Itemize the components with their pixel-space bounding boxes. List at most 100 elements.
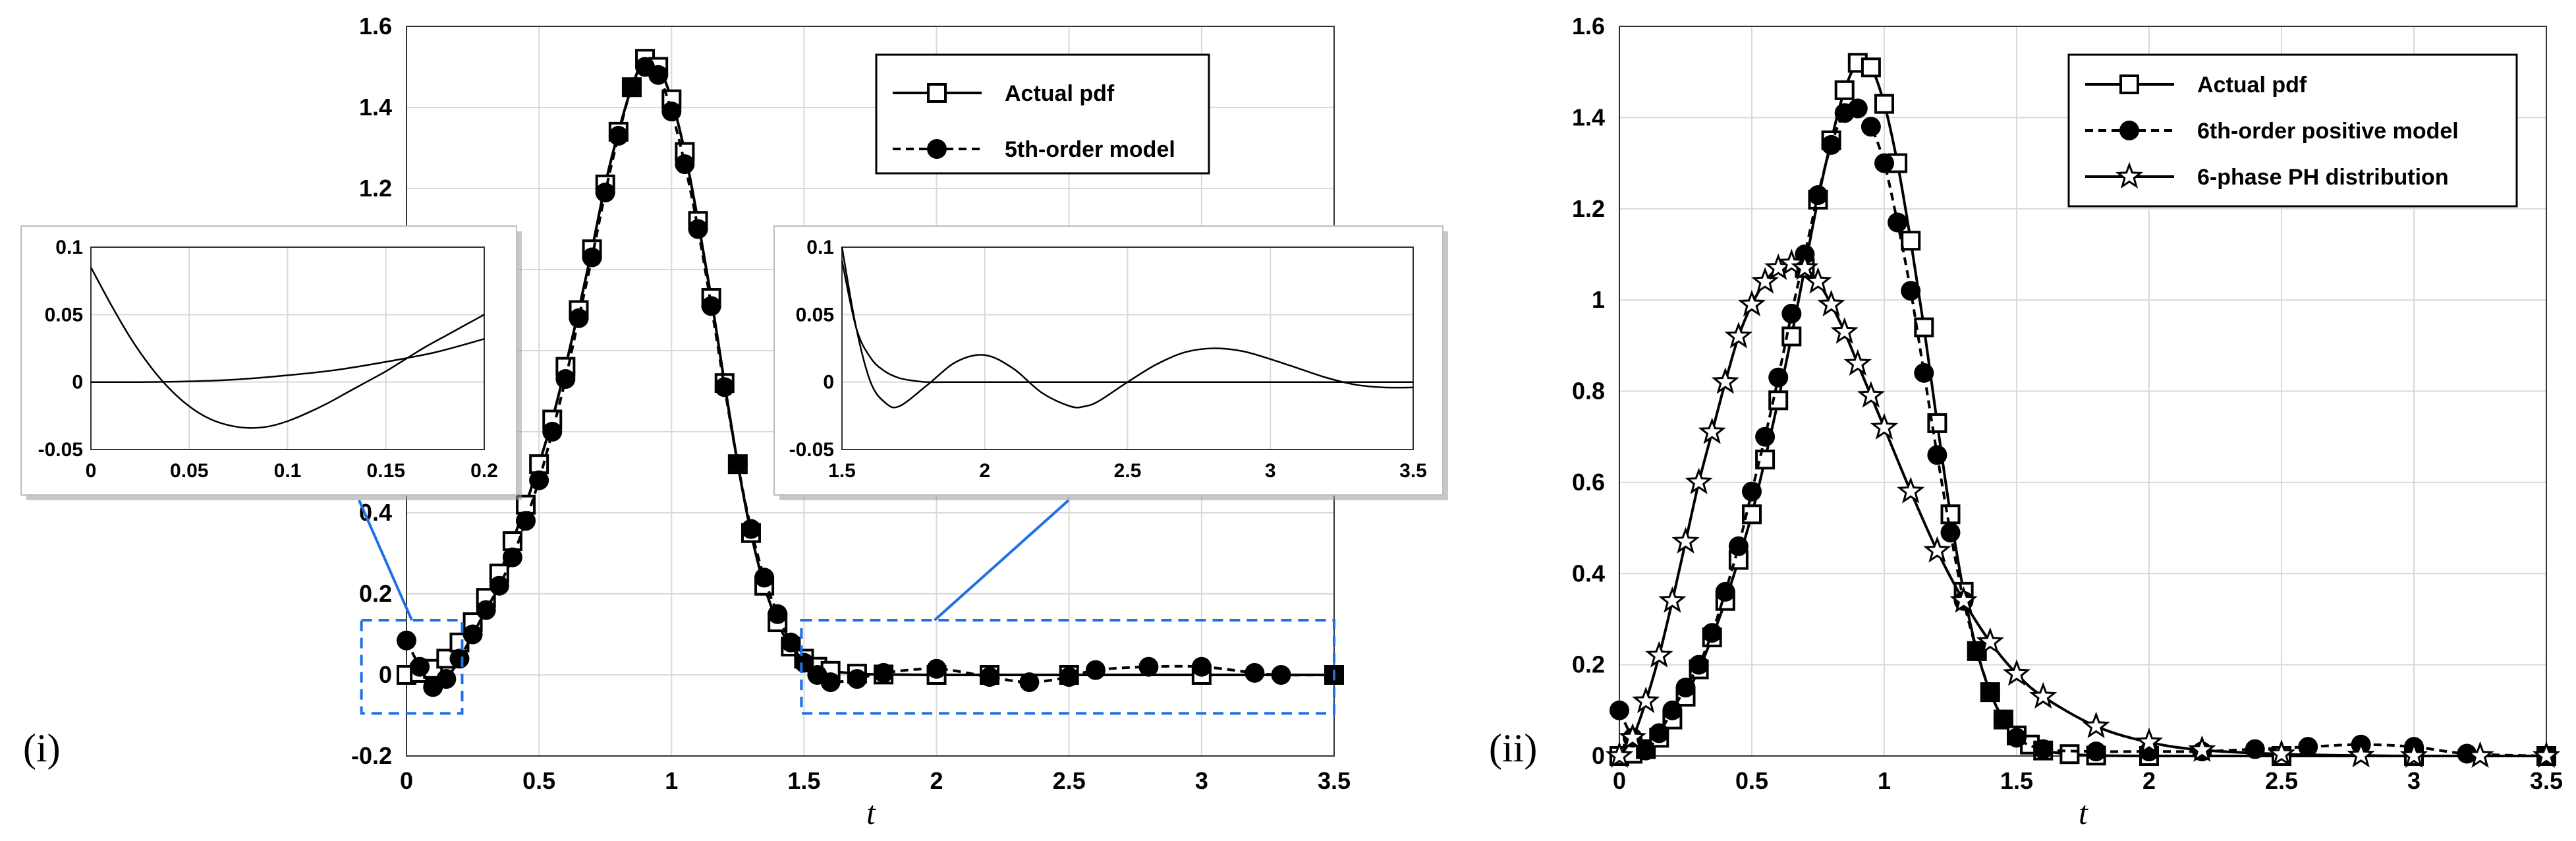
data-point-star [2532,741,2561,768]
data-point-star [2399,741,2428,768]
y-tick-label: 0 [1592,742,1605,769]
data-point-square [1901,231,1921,251]
y-tick-label: -0.2 [351,742,392,769]
x-tick-label: 0 [400,767,413,794]
data-point-circle [1755,426,1776,447]
data-point-circle [595,183,615,203]
data-point-circle [926,658,947,679]
data-point-circle [847,669,867,689]
data-point-circle [1702,623,1722,643]
data-point-circle [648,65,669,85]
y-tick-label: -0.05 [789,439,834,461]
data-point-circle [582,247,602,268]
plot-frame [90,246,485,450]
data-point-star [1897,477,1925,504]
data-point-circle [1940,522,1961,542]
data-point-star [1857,381,1886,408]
data-point-circle [555,369,576,390]
inset-frame [773,225,1443,496]
data-point-circle [661,102,682,122]
series-line [841,260,1413,384]
x-tick-label: 2 [979,460,990,482]
chart-panel-i: 00.511.522.533.5-0.200.20.40.60.811.21.4… [20,13,1448,831]
data-point-star [1658,586,1687,613]
x-tick-label: 2.5 [1114,460,1142,482]
data-point-star [2267,739,2296,767]
y-tick-label: 1.4 [359,94,392,121]
data-point-circle [781,632,801,652]
data-point-square [529,454,549,475]
x-tick-label: 3.5 [1399,460,1427,482]
data-point-circle [1245,662,1265,683]
x-axis-label: t [866,794,876,831]
data-point-circle [1138,656,1159,677]
inset-connector [934,499,1070,622]
inset-connector [358,500,413,621]
zoom-box-left [360,618,464,715]
data-point-circle [1019,672,1040,693]
x-tick-label: 0 [1613,767,1626,794]
data-point-circle [1728,536,1749,556]
data-point-star [2082,711,2110,739]
data-point-circle [1768,367,1789,388]
data-point-star [1804,267,1832,294]
data-point-circle [2245,739,2265,759]
data-point-circle [794,652,814,673]
data-point-circle [569,308,589,328]
data-point-square [1940,504,1961,525]
data-point-circle [741,519,761,539]
data-point-circle [1662,700,1683,720]
data-point-circle [1847,98,1868,119]
data-point-circle [1821,134,1841,155]
y-tick-label: 0.05 [796,304,834,326]
x-axis-label: t [2079,794,2088,831]
data-point-star [1698,417,1726,444]
plot-frame [841,246,1414,450]
inset-frame [20,225,517,496]
legend-label: 6th-order positive model [2197,119,2459,144]
data-point-circle [1636,740,1656,761]
data-point-star [2029,682,2058,709]
data-point-star [1843,349,1872,376]
data-point-star [1870,413,1899,440]
data-point-circle [701,296,721,316]
data-point-circle [462,624,483,645]
data-point-star [1750,267,1779,294]
x-tick-label: 2 [2142,767,2156,794]
data-point-star [1778,248,1806,276]
data-point-star [1605,741,1634,768]
data-point-circle [1742,481,1762,502]
x-tick-label: 0.15 [367,460,405,482]
data-point-circle [675,154,695,175]
chart-panel-ii: 0 0.5 1 1.5 2 2.5 3 3.5 0 0.2 0.4 0.6 0.8 1 1.2 1.4 1.6 A… [1489,13,2563,831]
y-tick-label: 0.1 [806,237,834,258]
y-tick-label: 0.6 [1572,469,1605,496]
data-point-circle [754,567,775,588]
y-tick-label: 0 [72,372,83,393]
data-point-star [1791,253,1819,280]
x-tick-label: 3 [2407,767,2421,794]
x-tick-label: 1 [665,767,678,794]
data-point-circle [980,667,1000,687]
data-point-star [1830,317,1859,344]
data-point-circle [727,454,748,475]
data-point-star [2135,727,2164,755]
data-point-square [2059,744,2080,765]
series-line [1618,105,2547,757]
x-tick-label: 0 [86,460,97,482]
legend-label: Actual pdf [1005,81,1115,106]
y-tick-label: 0.8 [1572,378,1605,405]
data-point-star [1671,527,1700,554]
data-point-star [1724,322,1753,349]
series-line [841,246,1414,409]
data-point-circle [1993,709,2013,730]
series-line [90,337,485,383]
data-point-circle [1610,700,1629,720]
data-point-circle [688,219,708,239]
data-point-circle [2298,737,2318,757]
y-tick-label: 1 [1592,286,1605,313]
x-tick-label: 0.1 [274,460,302,482]
series-line [90,267,485,429]
